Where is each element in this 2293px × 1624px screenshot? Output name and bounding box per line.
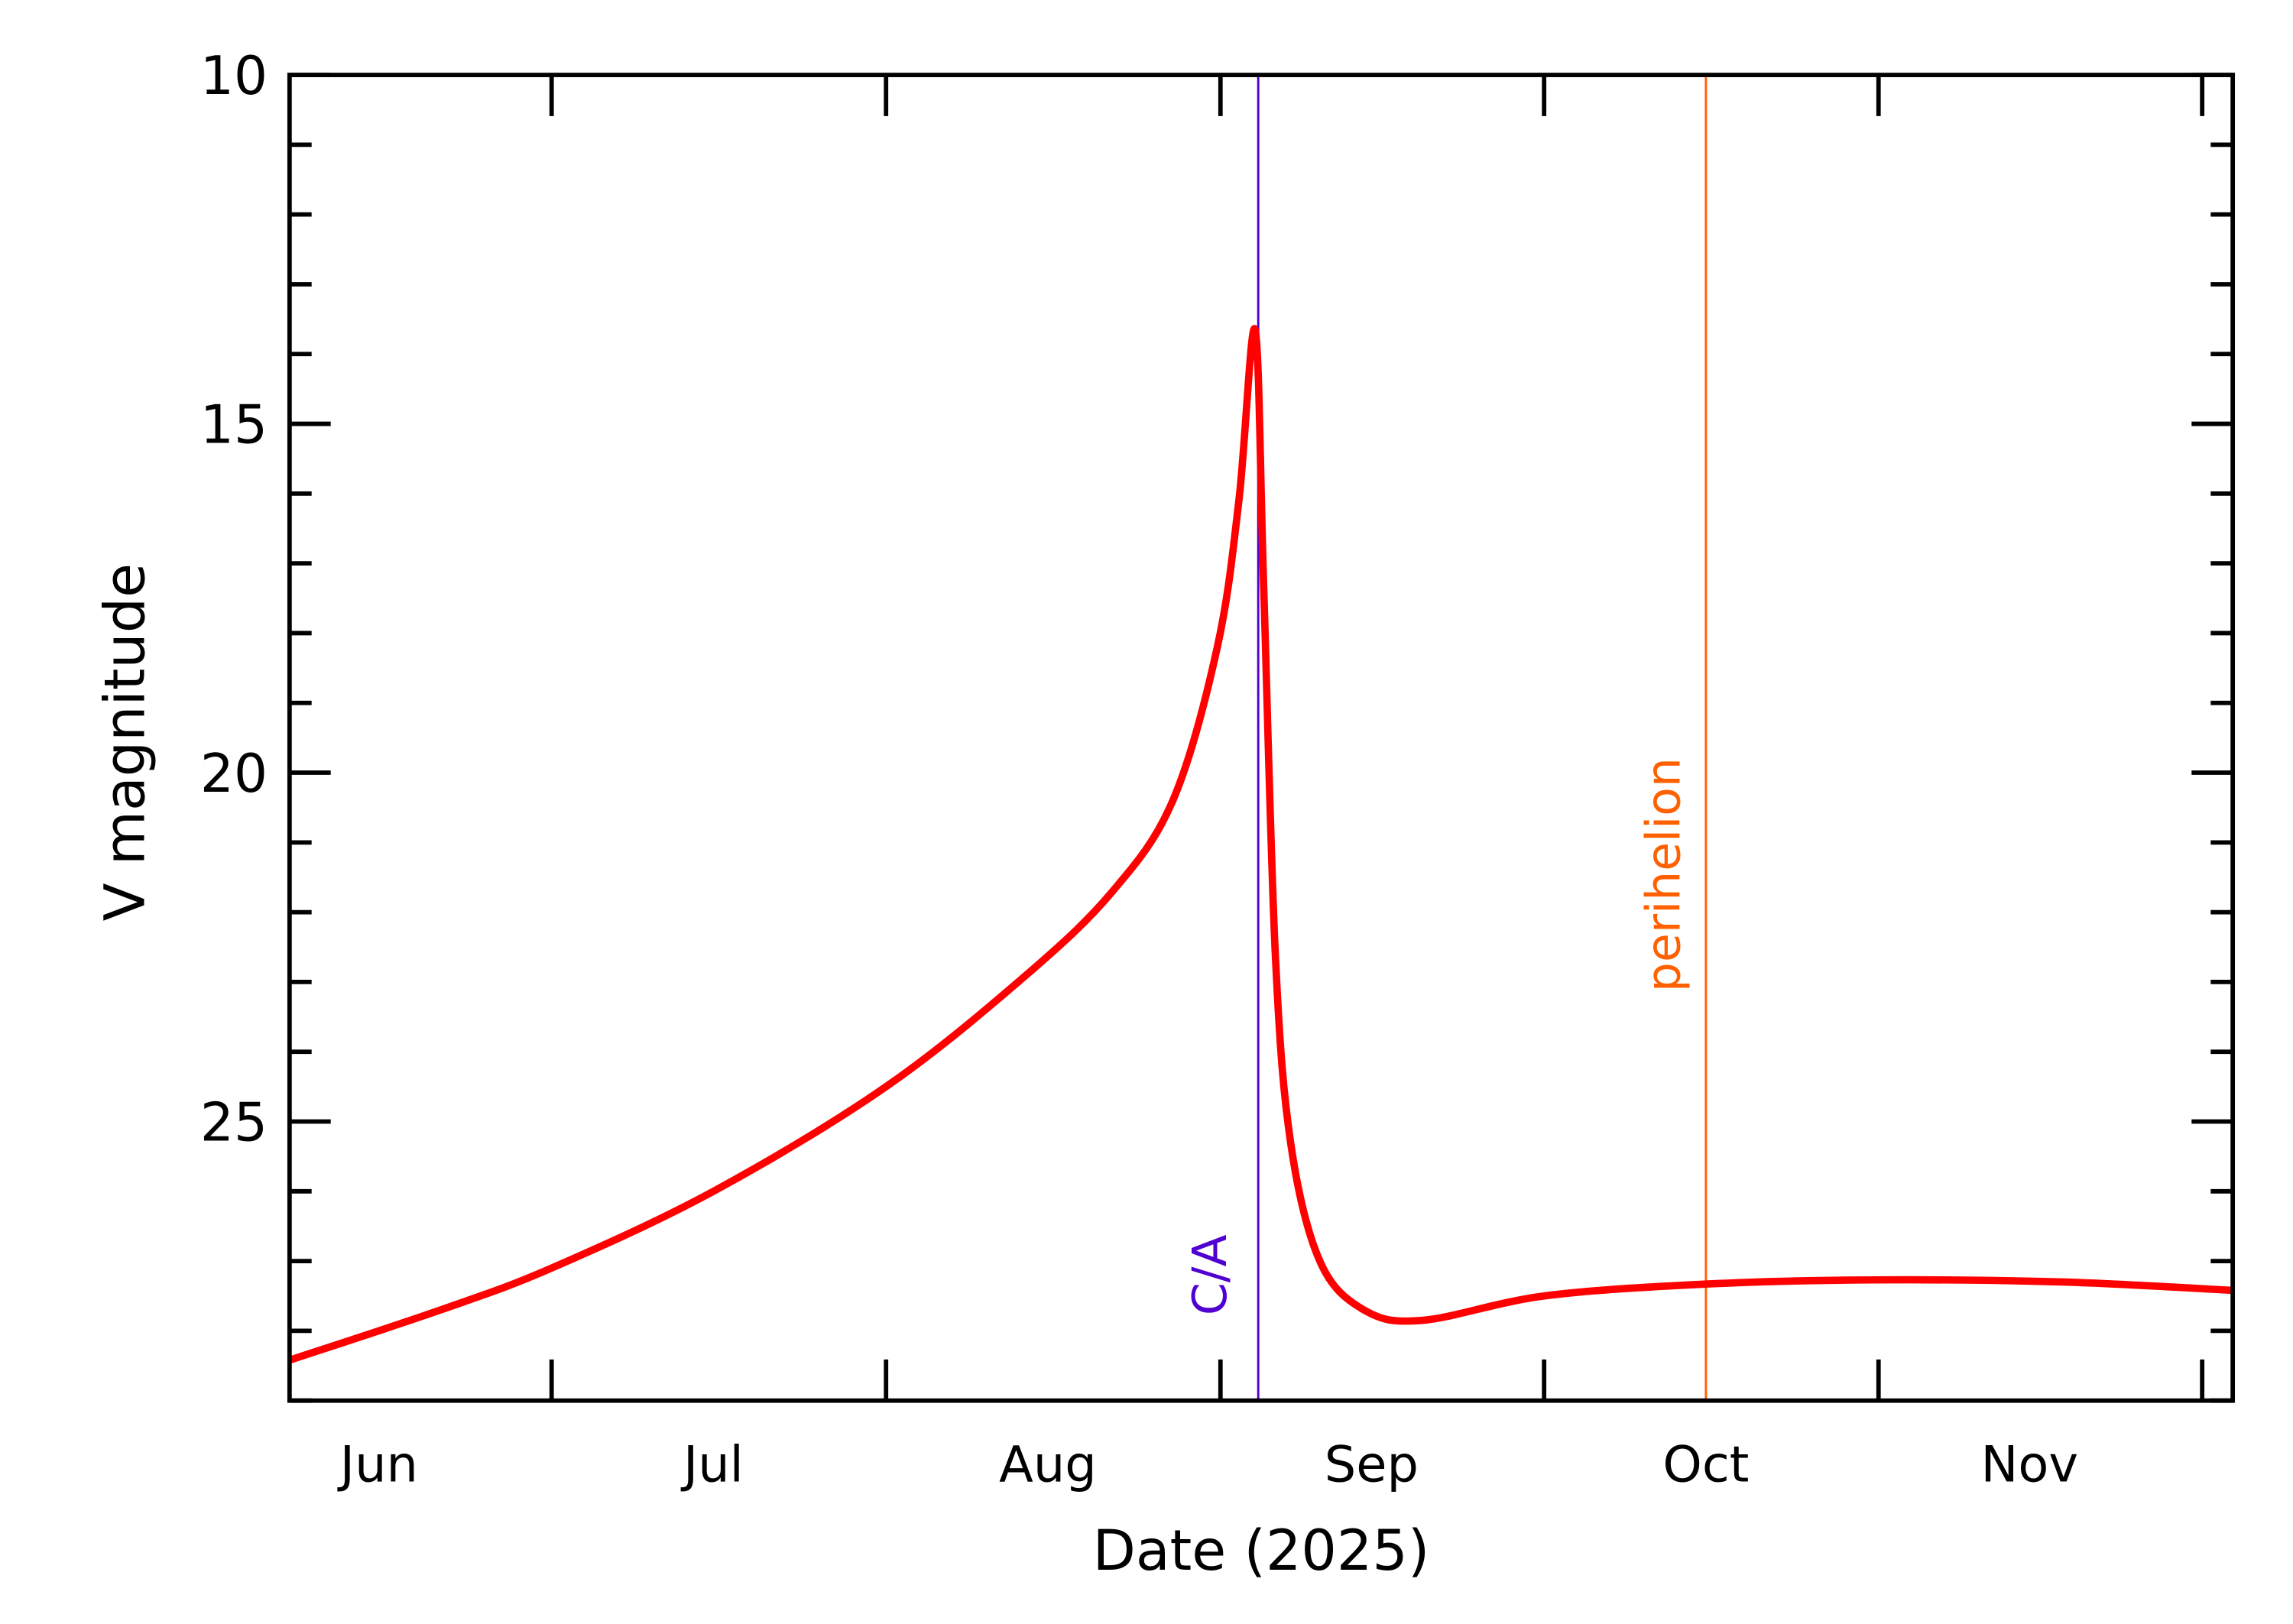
x-axis-label: Date (2025) — [1093, 1519, 1430, 1583]
x-tick-label: Jun — [337, 1435, 418, 1493]
plot-frame — [287, 73, 2236, 1403]
y-tick-label: 10 — [200, 46, 268, 107]
annotation-label: C/A — [1182, 1234, 1237, 1315]
y-tick-label: 25 — [200, 1093, 268, 1154]
annotations: C/A perihelion — [1182, 75, 1708, 1401]
x-tick-label: Nov — [1981, 1435, 2079, 1493]
annotation-label: perihelion — [1636, 757, 1691, 992]
x-tick-label: Jul — [680, 1435, 744, 1493]
x-tick-label: Oct — [1662, 1435, 1749, 1493]
x-tick-label: Sep — [1325, 1435, 1419, 1493]
magnitude-curve — [288, 325, 2233, 1364]
y-tick-label: 15 — [200, 395, 268, 456]
tick-labels: Jun Jul Aug Sep Oct Nov 10 15 20 25 — [200, 46, 2078, 1493]
y-axis-label: V magnitude — [92, 563, 157, 921]
axis-ticks — [289, 73, 2233, 1403]
series-layer — [288, 325, 2233, 1364]
y-tick-label: 20 — [200, 744, 268, 805]
x-tick-label: Aug — [999, 1435, 1097, 1493]
